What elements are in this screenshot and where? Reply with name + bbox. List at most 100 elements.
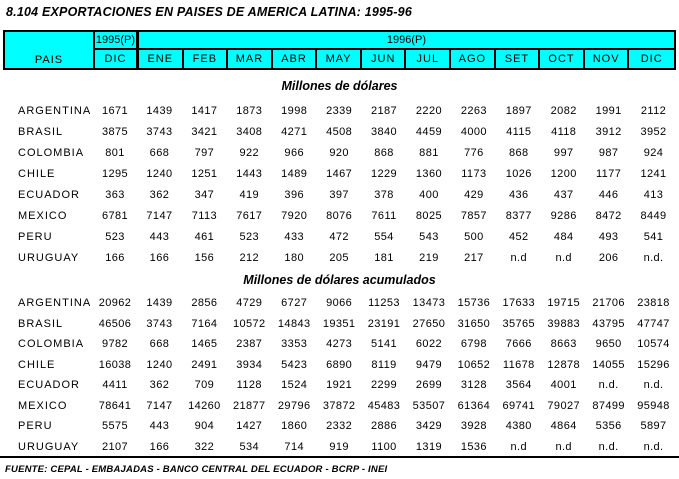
value-cell: 452 [509, 230, 529, 243]
value-cell: 4380 [505, 420, 532, 433]
country-label: ECUADOR [18, 188, 81, 201]
value-cell: 14843 [277, 317, 311, 330]
value-cell: 4115 [506, 125, 532, 138]
value-cell: 10572 [232, 317, 266, 330]
value-cell: 7857 [460, 209, 487, 222]
country-label: PERU [18, 230, 53, 243]
table-row: BRASIL 46506 3743 7164 10572 14843 19351 23191… [3, 314, 676, 335]
value-cell: 1524 [281, 379, 308, 392]
table-row: URUGUAY 166 166 156 212 180 205 181 219 217 n.d n.… [3, 247, 676, 268]
value-cell: 363 [105, 188, 125, 201]
value-cell: 534 [239, 440, 260, 453]
value-cell: 21706 [592, 297, 625, 310]
value-cell: 1860 [281, 420, 308, 433]
month-header-mar: MAR [228, 50, 273, 68]
column-header-dic-1995: DIC [95, 50, 139, 68]
value-cell: 668 [149, 338, 170, 351]
value-cell: 166 [149, 251, 170, 264]
value-cell: 668 [149, 146, 170, 159]
value-cell: 472 [329, 230, 349, 243]
value-cell: 437 [553, 188, 574, 201]
value-cell: 347 [194, 188, 215, 201]
table-row: ARGENTINA 20962 1439 2856 4729 6727 9066 11253… [3, 293, 676, 314]
value-cell: 6798 [460, 338, 487, 351]
data-section: Millones de dólares acumulados ARGENTINA… [0, 273, 679, 457]
value-cell: 3429 [415, 420, 442, 433]
month-header-jun: JUN [362, 50, 407, 68]
value-cell: 4729 [236, 297, 263, 310]
value-cell: 19715 [547, 297, 580, 310]
value-cell: 7617 [236, 209, 263, 222]
value-cell: n.d. [643, 379, 664, 392]
value-cell: 8472 [595, 209, 622, 222]
value-cell: 378 [374, 188, 394, 201]
value-cell: 2220 [415, 104, 442, 117]
country-label: CHILE [18, 358, 56, 371]
value-cell: 493 [598, 230, 619, 243]
value-cell: 3952 [640, 125, 667, 138]
value-cell: 87499 [592, 399, 625, 412]
value-cell: 523 [105, 230, 125, 243]
value-cell: 776 [464, 146, 484, 159]
value-cell: 43795 [592, 317, 625, 330]
value-cell: 3421 [191, 125, 218, 138]
value-cell: 21877 [232, 399, 266, 412]
section-rows: ARGENTINA 20962 1439 2856 4729 6727 9066 11253… [3, 293, 676, 457]
value-cell: 436 [509, 188, 529, 201]
value-cell: 180 [284, 251, 304, 264]
value-cell: 3353 [281, 338, 308, 351]
value-cell: 7666 [505, 338, 532, 351]
value-cell: 429 [464, 188, 484, 201]
value-cell: 9650 [595, 338, 622, 351]
value-cell: 1417 [191, 104, 218, 117]
table-row: PERU 5575 443 904 1427 1860 2332 2886 3429 3928 4… [3, 416, 676, 437]
value-cell: 3408 [236, 125, 263, 138]
value-cell: 7147 [146, 209, 173, 222]
value-cell: 37872 [322, 399, 356, 412]
value-cell: 19351 [322, 317, 356, 330]
month-header-feb: FEB [184, 50, 229, 68]
value-cell: 868 [509, 146, 529, 159]
value-cell: 2299 [371, 379, 398, 392]
value-cell: 7147 [146, 399, 173, 412]
month-header-set: SET [496, 50, 541, 68]
value-cell: 1100 [371, 440, 397, 453]
section-title: Millones de dólares acumulados [243, 273, 436, 287]
value-cell: 362 [149, 188, 170, 201]
value-cell: 61364 [457, 399, 491, 412]
country-label: COLOMBIA [18, 338, 85, 351]
value-cell: 29796 [277, 399, 311, 412]
value-cell: n.d [510, 440, 528, 453]
value-cell: 15296 [637, 358, 670, 371]
value-cell: 461 [194, 230, 215, 243]
value-cell: 4508 [326, 125, 353, 138]
country-label: URUGUAY [18, 251, 80, 264]
value-cell: 3128 [460, 379, 487, 392]
value-cell: 2332 [326, 420, 353, 433]
value-cell: 1443 [236, 167, 263, 180]
value-cell: 924 [643, 146, 664, 159]
value-cell: 46506 [98, 317, 132, 330]
column-header-1996: 1996(P) [139, 32, 674, 50]
value-cell: 69741 [502, 399, 536, 412]
section-title: Millones de dólares [281, 79, 398, 93]
value-cell: 3934 [236, 358, 263, 371]
value-cell: 8076 [326, 209, 353, 222]
value-cell: 1295 [101, 167, 129, 180]
value-cell: 714 [284, 440, 304, 453]
month-header-ago: AGO [451, 50, 496, 68]
value-cell: 1177 [595, 167, 622, 180]
value-cell: 15736 [457, 297, 491, 310]
value-cell: 1921 [326, 379, 353, 392]
month-header-nov: NOV [585, 50, 630, 68]
value-cell: 95948 [637, 399, 670, 412]
value-cell: 709 [194, 379, 215, 392]
value-cell: 47747 [637, 317, 670, 330]
value-cell: 9479 [415, 358, 442, 371]
value-cell: 2856 [191, 297, 218, 310]
value-cell: 400 [419, 188, 439, 201]
value-cell: 1465 [191, 338, 218, 351]
value-cell: 8663 [550, 338, 577, 351]
value-cell: 2886 [371, 420, 398, 433]
value-cell: 9286 [550, 209, 577, 222]
